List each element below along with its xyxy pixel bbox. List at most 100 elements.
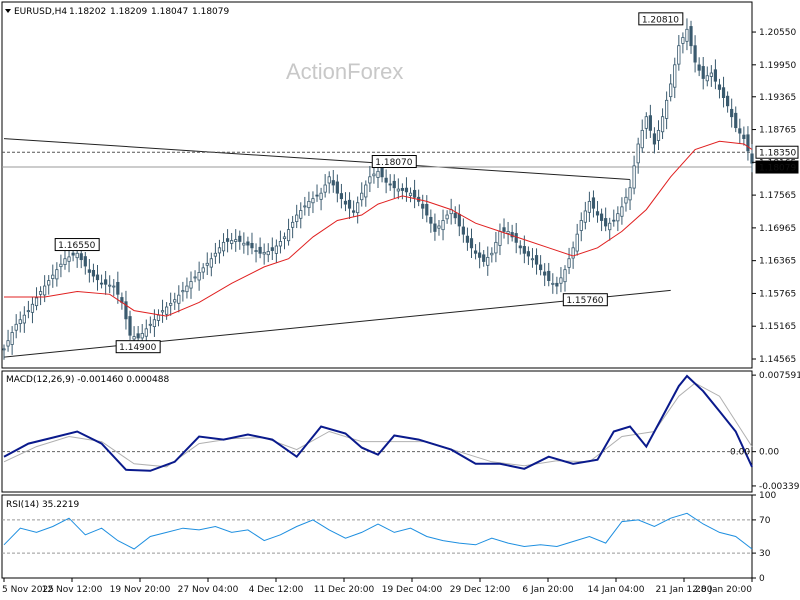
candle-body [616,213,620,222]
candle [286,218,291,246]
candle-body [270,247,274,251]
candle [490,247,494,263]
candle-body [26,310,30,313]
candle [425,195,429,223]
candle [628,179,632,211]
candle [673,57,677,99]
candle-body [152,319,157,328]
candle-body [242,242,246,246]
rsi-tick-label: 100 [759,491,776,501]
candle [648,104,652,138]
candle-body [518,245,522,249]
candle-body [352,210,356,213]
candle [750,143,754,173]
candle [124,290,128,330]
candle [201,263,205,280]
symbol-label: EURUSD,H4 [14,7,67,17]
time-tick-label: 19 Nov 20:00 [110,585,171,595]
level-price-tag: 1.18350 [755,145,799,159]
candle [547,262,551,287]
candle [644,112,648,139]
candle-body [116,281,120,295]
candle [534,248,539,275]
price-frame [1,1,753,369]
candle-body [112,285,116,288]
price-tick-label: 1.14565 [759,355,796,365]
price-tick-label: 1.15765 [759,289,796,299]
candle-body [685,28,689,42]
candle [412,179,417,209]
trendline-0 [3,138,631,181]
candle [494,231,498,263]
candle [181,281,185,302]
candle [116,271,120,304]
candle-body [396,188,400,192]
annotation-box [562,293,608,307]
candle-body [604,218,608,227]
candle-body [404,187,409,193]
candle [640,119,644,153]
candle [246,236,250,256]
candle [486,246,490,276]
candle-body [547,270,551,281]
candle-body [169,302,173,306]
candle-body [22,314,26,324]
candle-body [368,176,372,184]
candle-body [331,180,335,186]
candle [254,243,258,263]
price-tick-label: 1.17565 [759,191,796,201]
candle-body [429,216,433,224]
candle [295,204,299,229]
macd-panel[interactable] [2,374,753,472]
candle [38,286,43,306]
candle [148,316,152,334]
candle [591,190,596,218]
candle-body [315,194,319,197]
annotation-label: 1.15760 [566,296,603,306]
candle-body [266,251,270,256]
candle-body [91,269,96,277]
macd-zero-label: 0.00 [730,448,750,458]
candle [234,229,238,252]
candle [632,155,636,195]
candle [437,220,441,236]
candle-body [453,212,457,219]
candle [709,65,713,87]
candle-body [599,213,604,221]
dropdown-arrow-icon[interactable] [5,9,11,13]
candle-body [652,133,657,145]
candle-body [526,251,531,257]
candle-body [282,236,287,240]
price-panel[interactable]: 1.16550 1.14900 1.18070 1.15760 1.20810 [2,12,754,360]
candle [242,232,246,254]
candle [701,57,705,90]
candle [112,279,116,297]
candle-body [67,256,71,262]
time-tick-label: 12 Nov 12:00 [42,585,103,595]
candle [43,275,47,303]
candle-body [10,332,14,345]
candle-body [311,198,315,204]
rsi-panel[interactable] [2,512,753,554]
candle [421,194,425,219]
candle [128,310,132,340]
candle [429,209,433,233]
candle-body [595,211,600,216]
candle-body [445,214,449,220]
candle-body [384,177,388,183]
candle [87,258,91,283]
candle-body [124,301,128,320]
price-tick-label: 1.18765 [759,126,796,136]
candle [51,264,55,288]
candle-body [461,226,465,235]
candle [689,20,693,54]
candle-body [356,202,360,214]
high-value: 1.18209 [110,7,147,17]
candle-body [55,269,59,280]
candle-body [437,225,441,229]
candle-body [482,254,486,262]
candle [388,174,392,191]
candle [22,306,26,333]
candle-body [71,252,75,256]
